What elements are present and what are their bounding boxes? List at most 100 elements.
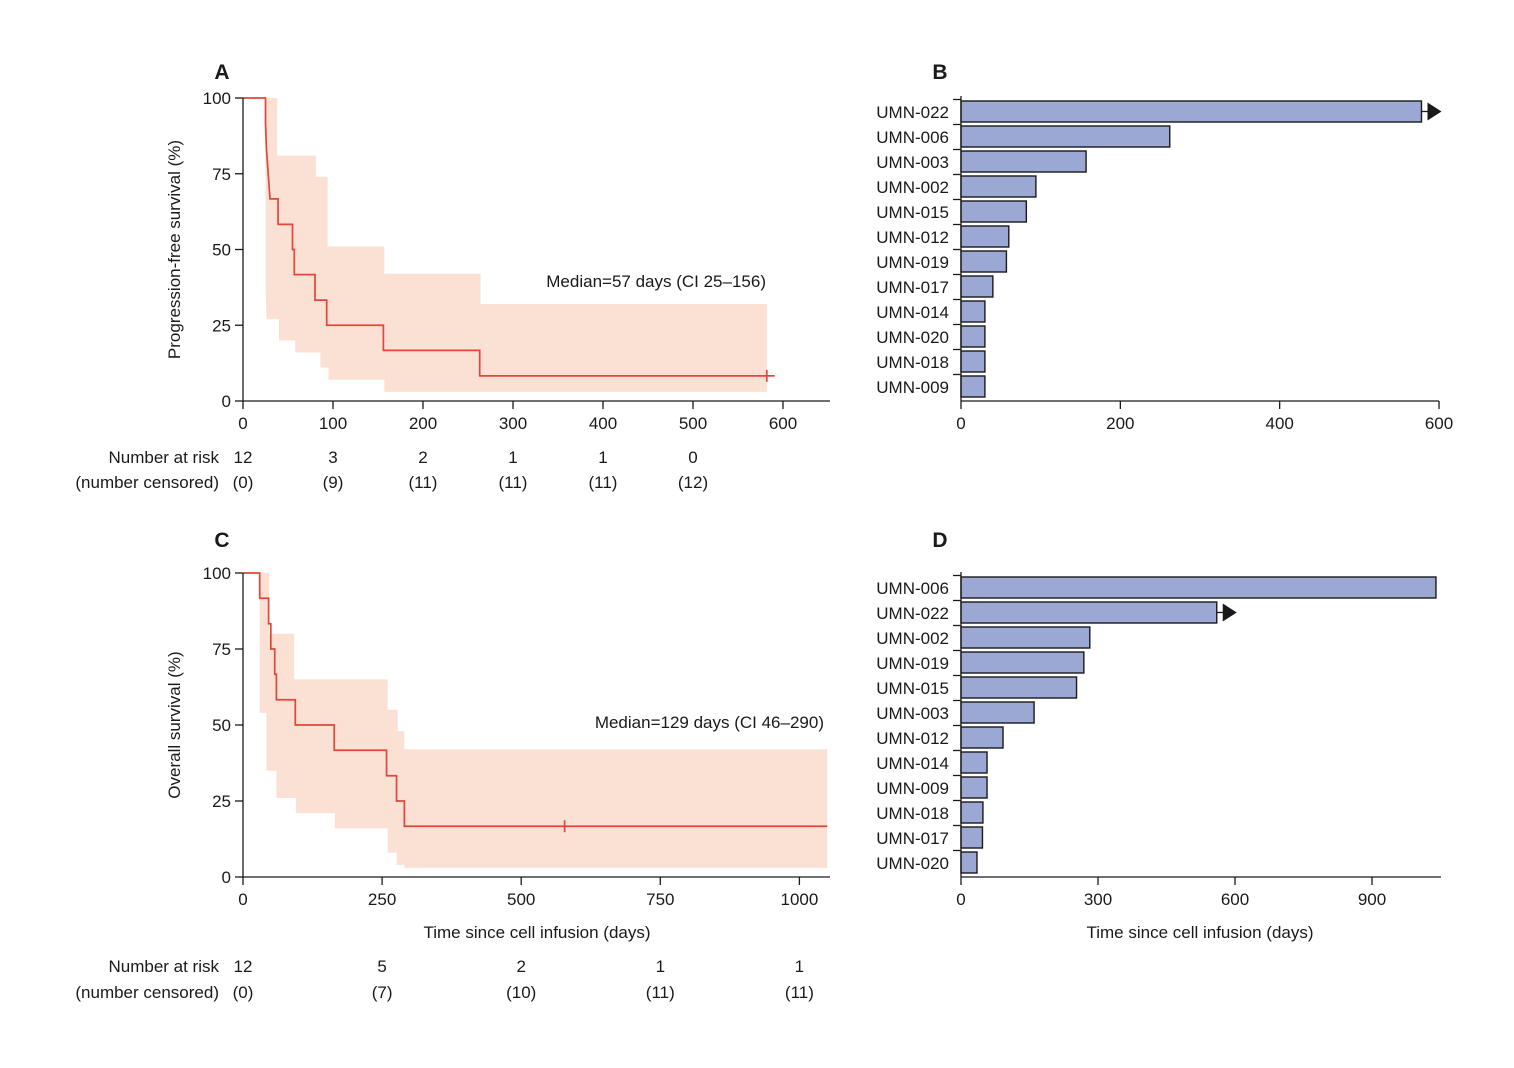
bar bbox=[960, 350, 986, 373]
bar bbox=[960, 175, 1037, 198]
x-tick-label: 200 bbox=[409, 414, 437, 433]
censored-value: (11) bbox=[499, 473, 528, 492]
censored-value: (0) bbox=[233, 473, 254, 492]
censored-label: (number censored) bbox=[75, 473, 219, 492]
x-axis-label: Time since cell infusion (days) bbox=[1086, 923, 1313, 942]
confidence-band bbox=[265, 98, 767, 392]
bar bbox=[960, 851, 978, 874]
bar bbox=[960, 701, 1035, 724]
panel-letter: C bbox=[214, 529, 229, 552]
x-tick-label: 600 bbox=[1425, 414, 1453, 433]
bar bbox=[960, 726, 1004, 749]
panel-letter: A bbox=[214, 61, 229, 84]
bar bbox=[960, 626, 1091, 649]
bar bbox=[960, 150, 1087, 173]
x-tick-label: 500 bbox=[679, 414, 707, 433]
x-tick-label: 0 bbox=[956, 414, 965, 433]
y-tick-label: 100 bbox=[203, 89, 231, 108]
bar-label: UMN-019 bbox=[876, 654, 949, 673]
bar bbox=[960, 601, 1218, 624]
bar bbox=[960, 300, 986, 323]
x-tick-label: 500 bbox=[507, 890, 535, 909]
bar-label: UMN-019 bbox=[876, 253, 949, 272]
bar bbox=[960, 375, 986, 398]
censored-value: (10) bbox=[506, 983, 536, 1002]
bar bbox=[960, 651, 1085, 674]
confidence-band bbox=[259, 573, 828, 868]
censored-value: (12) bbox=[678, 473, 708, 492]
x-tick-label: 600 bbox=[769, 414, 797, 433]
x-tick-label: 400 bbox=[589, 414, 617, 433]
x-tick-label: 0 bbox=[238, 414, 247, 433]
y-tick-label: 25 bbox=[212, 316, 231, 335]
x-tick-label: 0 bbox=[956, 890, 965, 909]
bar-label: UMN-003 bbox=[876, 704, 949, 723]
bar bbox=[960, 325, 986, 348]
x-axis-label: Time since cell infusion (days) bbox=[423, 923, 650, 942]
bar-label: UMN-014 bbox=[876, 754, 949, 773]
bar bbox=[960, 826, 984, 849]
bar bbox=[960, 275, 994, 298]
bar-label: UMN-020 bbox=[876, 854, 949, 873]
bar-label: UMN-020 bbox=[876, 328, 949, 347]
bar-label: UMN-003 bbox=[876, 153, 949, 172]
censored-value: (9) bbox=[323, 473, 344, 492]
y-tick-label: 100 bbox=[203, 564, 231, 583]
y-tick-label: 0 bbox=[222, 392, 231, 411]
y-tick-label: 75 bbox=[212, 165, 231, 184]
bar bbox=[960, 125, 1171, 148]
x-tick-label: 200 bbox=[1106, 414, 1134, 433]
y-axis-label: Progression-free survival (%) bbox=[165, 140, 184, 359]
bar-label: UMN-006 bbox=[876, 579, 949, 598]
x-tick-label: 400 bbox=[1265, 414, 1293, 433]
bar-label: UMN-002 bbox=[876, 178, 949, 197]
at-risk-value: 12 bbox=[234, 957, 253, 976]
at-risk-value: 3 bbox=[328, 448, 337, 467]
y-tick-label: 0 bbox=[222, 868, 231, 887]
bar-label: UMN-022 bbox=[876, 103, 949, 122]
bar-label: UMN-006 bbox=[876, 128, 949, 147]
bar-label: UMN-018 bbox=[876, 804, 949, 823]
censored-value: (11) bbox=[785, 983, 814, 1002]
median-annotation: Median=57 days (CI 25–156) bbox=[546, 272, 766, 291]
censored-label: (number censored) bbox=[75, 983, 219, 1002]
censored-value: (7) bbox=[372, 983, 393, 1002]
bar bbox=[960, 200, 1028, 223]
at-risk-value: 2 bbox=[516, 957, 525, 976]
bar bbox=[960, 676, 1078, 699]
risk-label: Number at risk bbox=[108, 448, 219, 467]
at-risk-value: 5 bbox=[377, 957, 386, 976]
y-axis-label: Overall survival (%) bbox=[165, 651, 184, 798]
y-tick-label: 25 bbox=[212, 792, 231, 811]
censored-value: (11) bbox=[646, 983, 675, 1002]
at-risk-value: 1 bbox=[656, 957, 665, 976]
censored-value: (0) bbox=[233, 983, 254, 1002]
x-tick-label: 250 bbox=[368, 890, 396, 909]
at-risk-value: 1 bbox=[598, 448, 607, 467]
bar-label: UMN-017 bbox=[876, 829, 949, 848]
x-tick-label: 0 bbox=[238, 890, 247, 909]
bar bbox=[960, 225, 1010, 248]
x-tick-label: 600 bbox=[1221, 890, 1249, 909]
at-risk-value: 12 bbox=[234, 448, 253, 467]
x-tick-label: 1000 bbox=[780, 890, 818, 909]
bar bbox=[960, 250, 1008, 273]
risk-label: Number at risk bbox=[108, 957, 219, 976]
y-tick-label: 50 bbox=[212, 716, 231, 735]
panel-a: A 0 25 50 75 100 0 100 200 300 400 500 600 Progressio… bbox=[75, 61, 830, 492]
panel-letter: B bbox=[932, 61, 947, 84]
bar-label: UMN-014 bbox=[876, 303, 949, 322]
bar-label: UMN-012 bbox=[876, 228, 949, 247]
censored-value: (11) bbox=[589, 473, 618, 492]
bar-label: UMN-018 bbox=[876, 353, 949, 372]
bar bbox=[960, 751, 988, 774]
bar-label: UMN-015 bbox=[876, 203, 949, 222]
bar-label: UMN-017 bbox=[876, 278, 949, 297]
bar bbox=[960, 100, 1423, 123]
at-risk-value: 0 bbox=[688, 448, 697, 467]
ongoing-arrow-icon bbox=[1427, 102, 1442, 121]
y-tick-label: 50 bbox=[212, 241, 231, 260]
bar-label: UMN-009 bbox=[876, 779, 949, 798]
